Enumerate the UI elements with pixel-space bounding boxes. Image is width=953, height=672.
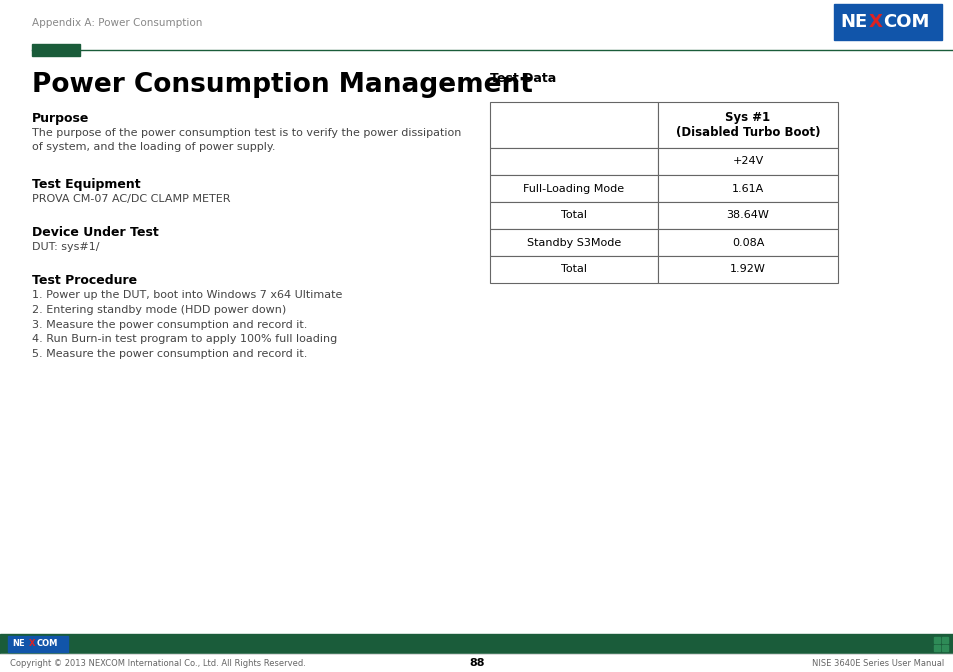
Text: The purpose of the power consumption test is to verify the power dissipation
of : The purpose of the power consumption tes… bbox=[32, 128, 461, 153]
Bar bbox=[32, 44, 80, 56]
Text: NE: NE bbox=[840, 13, 866, 31]
Text: NISE 3640E Series User Manual: NISE 3640E Series User Manual bbox=[811, 659, 943, 667]
Bar bbox=[490, 229, 658, 256]
Text: Full-Loading Mode: Full-Loading Mode bbox=[523, 183, 624, 194]
Text: Total: Total bbox=[560, 265, 586, 274]
Bar bbox=[658, 148, 837, 175]
Bar bbox=[658, 102, 837, 148]
Text: COM: COM bbox=[37, 640, 58, 648]
Text: Sys #1
(Disabled Turbo Boot): Sys #1 (Disabled Turbo Boot) bbox=[675, 111, 820, 139]
Bar bbox=[933, 645, 939, 651]
Bar bbox=[833, 4, 941, 40]
Bar bbox=[658, 202, 837, 229]
Text: 1. Power up the DUT, boot into Windows 7 x64 Ultimate
2. Entering standby mode (: 1. Power up the DUT, boot into Windows 7… bbox=[32, 290, 342, 360]
Text: Device Under Test: Device Under Test bbox=[32, 226, 158, 239]
Text: PROVA CM-07 AC/DC CLAMP METER: PROVA CM-07 AC/DC CLAMP METER bbox=[32, 194, 231, 204]
Text: Test Equipment: Test Equipment bbox=[32, 178, 140, 191]
Bar bbox=[0, 654, 953, 672]
Bar bbox=[941, 637, 947, 643]
Text: Purpose: Purpose bbox=[32, 112, 90, 125]
Text: Total: Total bbox=[560, 210, 586, 220]
Text: Copyright © 2013 NEXCOM International Co., Ltd. All Rights Reserved.: Copyright © 2013 NEXCOM International Co… bbox=[10, 659, 306, 667]
Bar bbox=[490, 148, 658, 175]
Text: X: X bbox=[868, 13, 882, 31]
Bar bbox=[490, 175, 658, 202]
Bar bbox=[941, 645, 947, 651]
Bar bbox=[658, 229, 837, 256]
Text: DUT: sys#1/: DUT: sys#1/ bbox=[32, 242, 99, 252]
Text: Standby S3Mode: Standby S3Mode bbox=[526, 237, 620, 247]
Text: 38.64W: 38.64W bbox=[726, 210, 769, 220]
Bar bbox=[0, 634, 953, 654]
Text: COM: COM bbox=[882, 13, 928, 31]
Text: +24V: +24V bbox=[732, 157, 762, 167]
Text: Test Procedure: Test Procedure bbox=[32, 274, 137, 287]
Text: 0.08A: 0.08A bbox=[731, 237, 763, 247]
Text: NE: NE bbox=[12, 640, 25, 648]
Bar bbox=[490, 256, 658, 283]
Text: Test Data: Test Data bbox=[490, 72, 556, 85]
Text: 1.92W: 1.92W bbox=[729, 265, 765, 274]
Bar bbox=[933, 637, 939, 643]
Bar bbox=[490, 202, 658, 229]
Text: X: X bbox=[29, 640, 35, 648]
Text: Appendix A: Power Consumption: Appendix A: Power Consumption bbox=[32, 18, 202, 28]
Text: Power Consumption Management: Power Consumption Management bbox=[32, 72, 533, 98]
Bar bbox=[658, 175, 837, 202]
Bar bbox=[658, 256, 837, 283]
Text: 88: 88 bbox=[469, 658, 484, 668]
Bar bbox=[8, 636, 68, 652]
Text: 1.61A: 1.61A bbox=[731, 183, 763, 194]
Bar bbox=[490, 102, 658, 148]
